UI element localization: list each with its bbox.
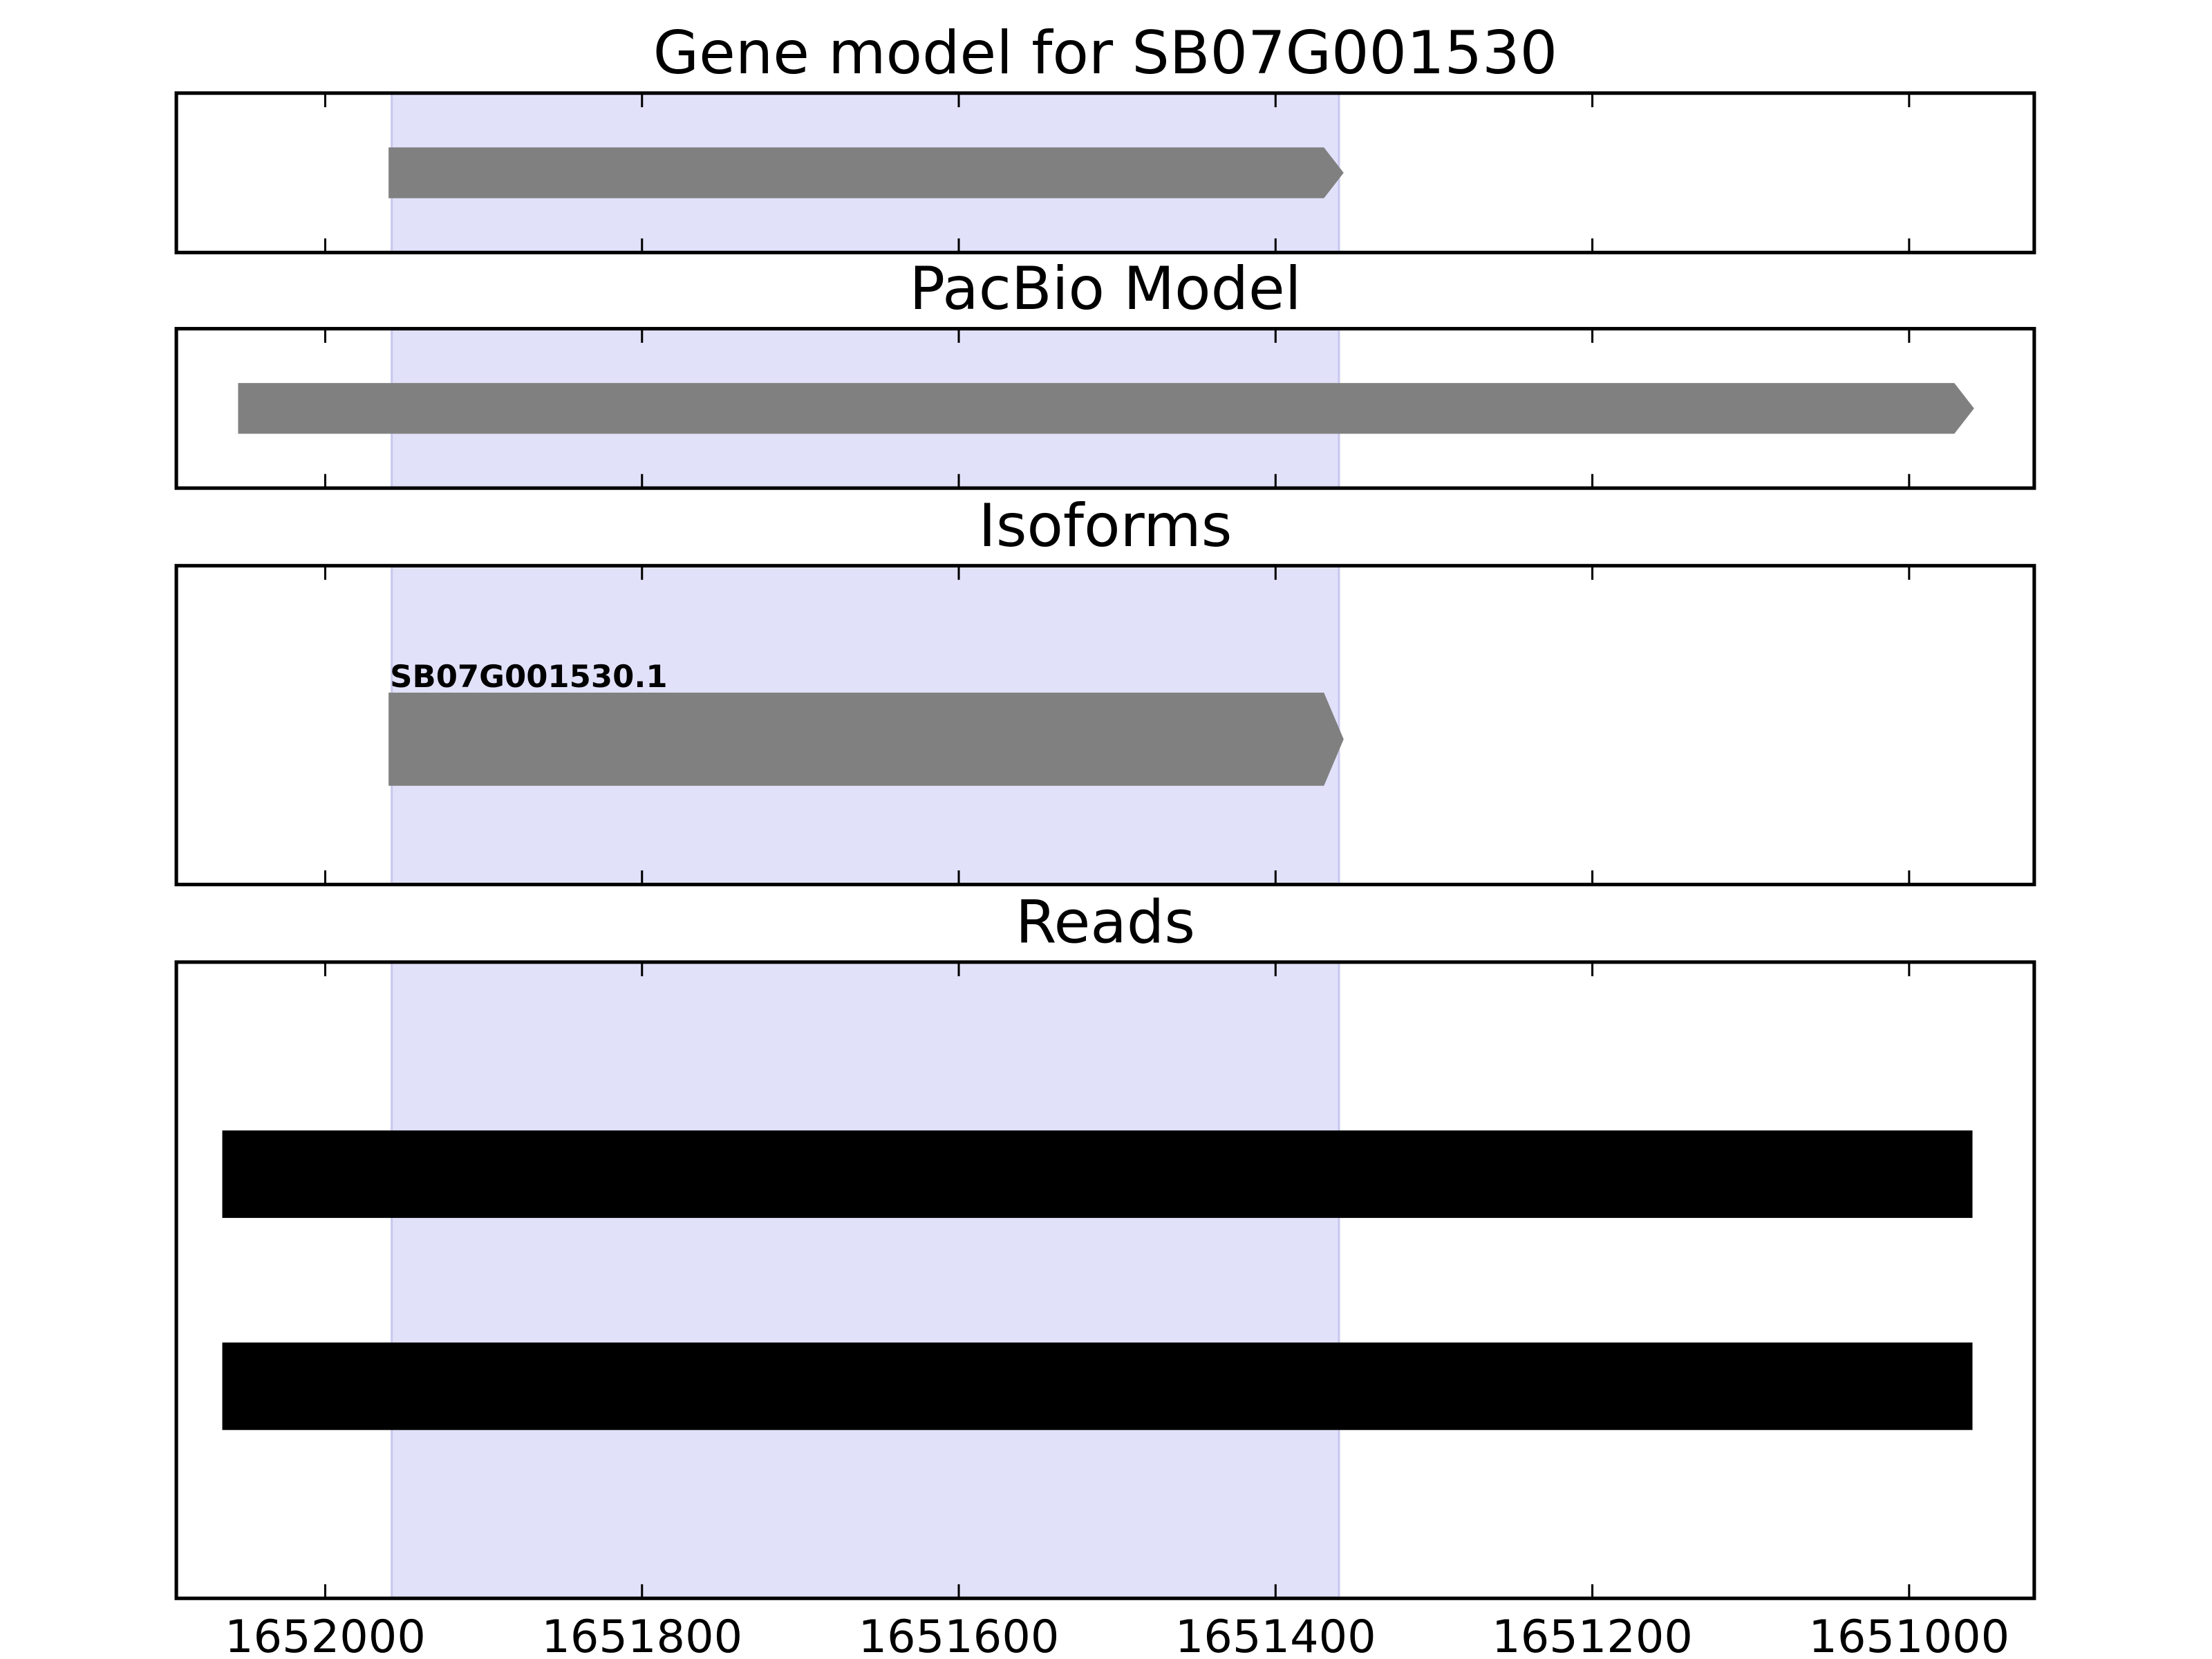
panel-frame: [174, 563, 2036, 887]
x-tick-label: 1651000: [1808, 1611, 2009, 1659]
x-tick-label: 1651800: [541, 1611, 742, 1659]
panel-title: Isoforms: [979, 491, 1232, 561]
feature: [388, 693, 1344, 786]
panel-frame: [174, 91, 2036, 254]
highlight-region: [391, 961, 1340, 1600]
read: [222, 1342, 1973, 1430]
x-tick-label: 1651400: [1175, 1611, 1376, 1659]
panel-frame: [174, 960, 2036, 1600]
x-tick-label: 1651200: [1492, 1611, 1693, 1659]
panel-title: Reads: [1015, 888, 1195, 957]
feature-label: SB07G001530.1: [390, 658, 667, 695]
read: [222, 1130, 1973, 1218]
x-tick-label: 1652000: [225, 1611, 426, 1659]
panel-title: Gene model for SB07G001530: [653, 19, 1557, 88]
panel-frame: [174, 326, 2036, 490]
feature: [388, 147, 1344, 198]
feature: [238, 383, 1974, 434]
panel-title: PacBio Model: [909, 254, 1301, 324]
x-tick-label: 1651600: [859, 1611, 1060, 1659]
